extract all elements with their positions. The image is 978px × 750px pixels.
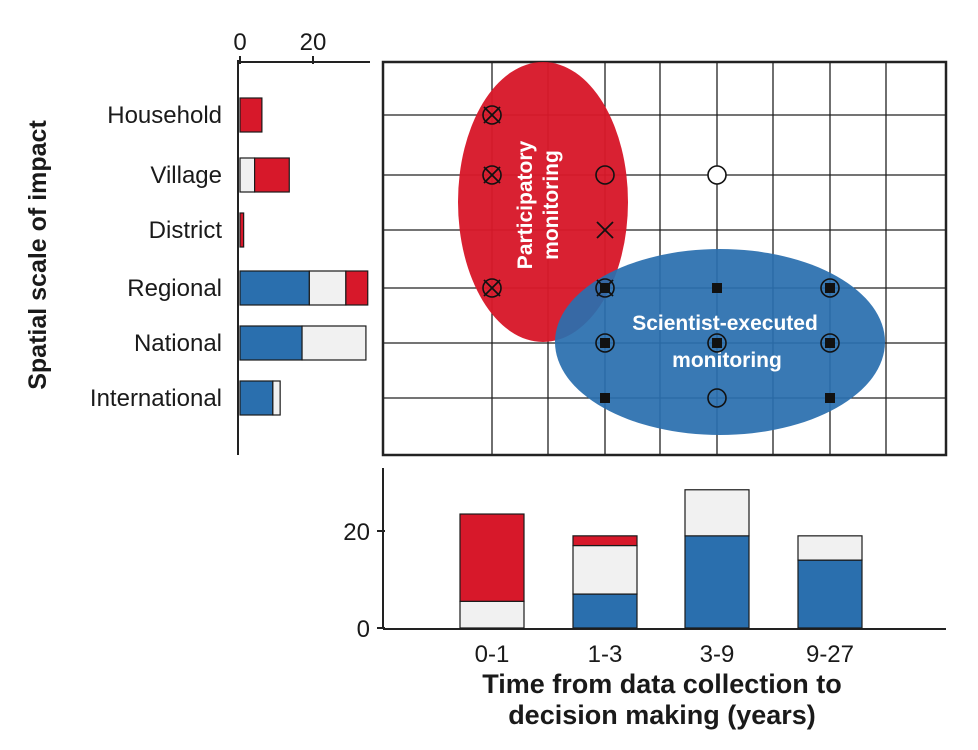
marker-x bbox=[596, 221, 614, 239]
spatial-scale-label: District bbox=[149, 217, 223, 244]
scatter-grid-panel: Participatory monitoringScientist-execute… bbox=[381, 60, 948, 457]
marker-circle-x-square bbox=[595, 278, 615, 298]
marker-x bbox=[596, 221, 614, 239]
bottom-bar-chart: 0 20 0-1 1-3 3-9 9-27 bbox=[343, 468, 946, 668]
left-axis-tick-label: 0 bbox=[233, 29, 246, 56]
left-axis-tick-label: 20 bbox=[300, 29, 327, 56]
spatial-scale-label: International bbox=[90, 385, 222, 412]
marker-circle bbox=[707, 388, 727, 408]
marker-square bbox=[825, 338, 835, 348]
marker-x bbox=[483, 106, 501, 124]
marker-circle-square bbox=[820, 333, 840, 353]
marker-square bbox=[600, 338, 610, 348]
marker-circle-x bbox=[482, 105, 502, 125]
marker-square bbox=[600, 393, 610, 403]
marker-circle-x bbox=[482, 165, 502, 185]
left-bar-scientist bbox=[239, 325, 303, 361]
scientist-label-line2: monitoring bbox=[672, 349, 782, 372]
participatory-label: Participatory monitoring bbox=[514, 140, 563, 269]
marker-circle bbox=[707, 333, 727, 353]
spatial-scale-label: Regional bbox=[127, 275, 222, 302]
left-bar-neutral bbox=[308, 270, 347, 306]
spatial-scale-label: National bbox=[134, 330, 222, 357]
participatory-label-line2: monitoring bbox=[540, 150, 563, 260]
bottom-bar-neutral bbox=[459, 600, 525, 629]
bottom-bar-neutral bbox=[797, 535, 863, 561]
marker-square bbox=[825, 283, 835, 293]
marker-circle bbox=[707, 165, 727, 185]
marker-circle bbox=[707, 165, 727, 185]
left-bar-participatory bbox=[239, 212, 245, 248]
scientist-label-line1: Scientist-executed bbox=[632, 312, 818, 335]
spatial-scale-label: Village bbox=[150, 162, 222, 189]
left-bar-scientist bbox=[239, 380, 274, 416]
bottom-bar-neutral bbox=[572, 544, 638, 595]
x-axis-title-line1: Time from data collection to bbox=[482, 669, 842, 699]
marker-square bbox=[825, 393, 835, 403]
left-bar-neutral bbox=[272, 380, 281, 416]
marker-circle-square bbox=[707, 333, 727, 353]
marker-circle bbox=[482, 278, 502, 298]
marker-square bbox=[600, 393, 610, 403]
marker-circle-square bbox=[820, 278, 840, 298]
marker-circle bbox=[482, 105, 502, 125]
bottom-axis-tick-label: 20 bbox=[343, 519, 370, 546]
marker-square bbox=[712, 338, 722, 348]
marker-circle bbox=[482, 165, 502, 185]
participatory-ellipse bbox=[458, 62, 628, 342]
time-category-label: 9-27 bbox=[806, 641, 854, 668]
marker-x bbox=[596, 279, 614, 297]
left-bar-neutral bbox=[301, 325, 367, 361]
bottom-axis-tick-label: 0 bbox=[357, 616, 370, 643]
y-axis-title: Spatial scale of impact bbox=[24, 120, 52, 390]
spatial-scale-label: Household bbox=[107, 102, 222, 129]
marker-circle bbox=[820, 278, 840, 298]
marker-x bbox=[483, 279, 501, 297]
time-category-label: 3-9 bbox=[700, 641, 735, 668]
marker-circle-x bbox=[482, 278, 502, 298]
left-bar-scientist bbox=[239, 270, 310, 306]
bottom-bar-participatory bbox=[572, 535, 638, 547]
marker-circle bbox=[595, 278, 615, 298]
marker-circle bbox=[707, 388, 727, 408]
marker-circle bbox=[820, 333, 840, 353]
x-axis-title-line2: decision making (years) bbox=[508, 700, 816, 730]
time-category-label: 0-1 bbox=[475, 641, 510, 668]
marker-square bbox=[712, 283, 722, 293]
left-bar-participatory bbox=[345, 270, 369, 306]
marker-x bbox=[483, 166, 501, 184]
left-bar-participatory bbox=[239, 97, 263, 133]
marker-circle bbox=[595, 333, 615, 353]
left-bar-neutral bbox=[239, 157, 256, 193]
time-category-label: 1-3 bbox=[588, 641, 623, 668]
marker-square bbox=[825, 393, 835, 403]
bottom-bar-neutral bbox=[684, 489, 750, 537]
left-bar-chart: 0 20 Household Village District Regional Natio… bbox=[90, 29, 370, 455]
marker-circle bbox=[595, 165, 615, 185]
marker-square bbox=[712, 283, 722, 293]
bottom-bar-scientist bbox=[797, 559, 863, 629]
left-bar-participatory bbox=[254, 157, 290, 193]
marker-circle bbox=[595, 165, 615, 185]
marker-circle-square bbox=[595, 333, 615, 353]
bottom-bar-participatory bbox=[459, 513, 525, 602]
bottom-bar-scientist bbox=[684, 535, 750, 629]
participatory-label-line1: Participatory bbox=[514, 140, 537, 269]
bottom-bar-scientist bbox=[572, 593, 638, 629]
